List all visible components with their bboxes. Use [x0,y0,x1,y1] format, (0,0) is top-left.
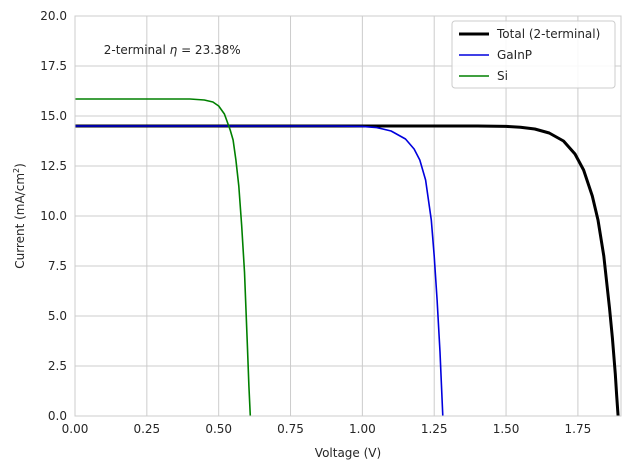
legend-label: Si [497,69,508,83]
y-tick-labels: 0.0 2.5 5.0 7.5 10.0 12.5 15.0 17.5 20.0 [40,9,67,423]
legend-box [451,20,616,89]
y-axis-label-end: ) [13,163,27,168]
y-tick-label: 5.0 [48,309,67,323]
legend-label: Total (2-terminal) [496,27,600,41]
y-tick-label: 10.0 [40,209,67,223]
x-tick-label: 1.75 [565,422,592,436]
x-tick-label: 1.00 [349,422,376,436]
efficiency-annotation: 2-terminal η = 23.38% [104,43,241,57]
annotation-eta-symbol: η [170,43,178,57]
plot-frame [74,15,622,417]
y-tick-label: 7.5 [48,259,67,273]
series-lines [75,98,620,417]
x-tick-label: 1.50 [493,422,520,436]
x-tick-labels: 0.00 0.25 0.50 0.75 1.00 1.25 1.50 1.75 [62,422,592,436]
x-tick-label: 0.25 [133,422,160,436]
legend: Total (2-terminal) GaInP Si [451,20,616,89]
y-tick-label: 17.5 [40,59,67,73]
y-axis-label-superscript: 2 [12,168,21,173]
y-tick-label: 0.0 [48,409,67,423]
x-tick-label: 0.50 [205,422,232,436]
y-tick-label: 20.0 [40,9,67,23]
series-line-total-2-terminal [75,124,620,417]
y-axis-label: Current (mA/cm2) [12,163,27,269]
x-axis-label: Voltage (V) [315,446,381,460]
y-tick-label: 15.0 [40,109,67,123]
x-tick-label: 1.25 [421,422,448,436]
series-line-gainp [75,125,444,417]
y-tick-label: 2.5 [48,359,67,373]
annotation-value: = 23.38% [177,43,240,57]
y-axis-label-base: Current (mA/cm [13,173,27,269]
annotation-prefix: 2-terminal [104,43,170,57]
y-tick-label: 12.5 [40,159,67,173]
series-line-si [75,98,252,417]
x-tick-label: 0.75 [277,422,304,436]
x-tick-label: 0.00 [62,422,89,436]
legend-label: GaInP [497,48,532,62]
